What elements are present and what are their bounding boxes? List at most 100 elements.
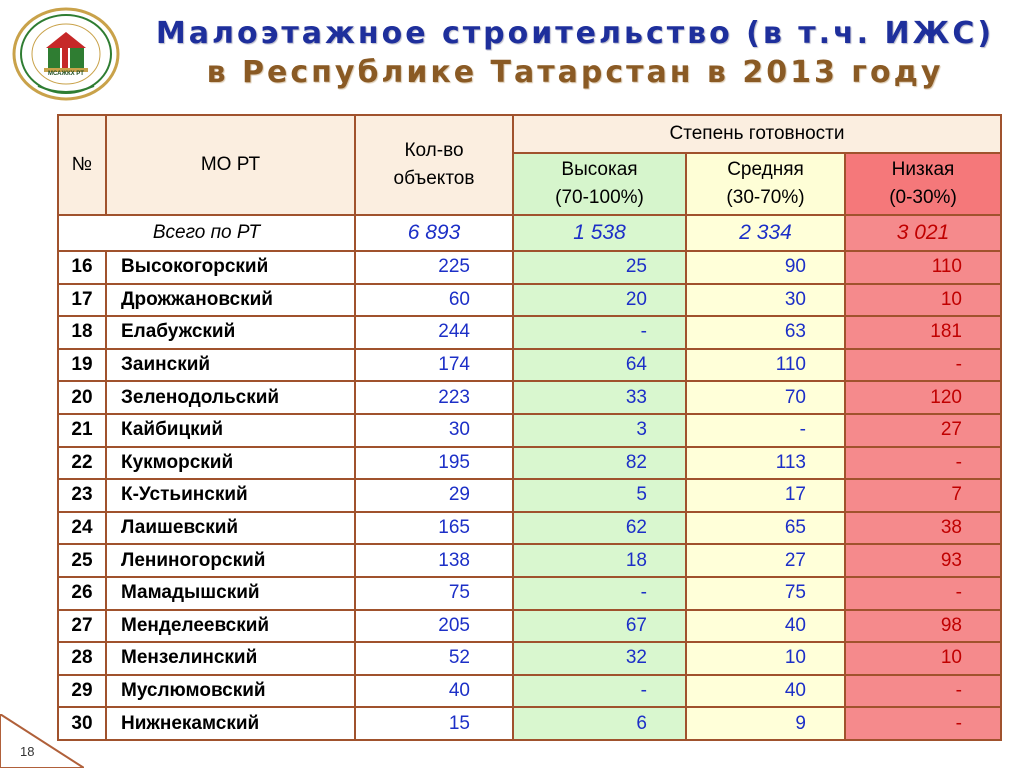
row-municipality: Заинский bbox=[105, 347, 356, 383]
header-number: № bbox=[57, 114, 107, 216]
table-row: 20 Зеленодольский 223 33 70 120 bbox=[57, 380, 1002, 415]
row-low: 27 bbox=[844, 412, 1002, 448]
row-medium: 40 bbox=[685, 608, 846, 644]
row-number: 29 bbox=[57, 673, 107, 709]
construction-table: № МО РТ Кол-во объектов Степень готовнос… bbox=[57, 114, 1002, 741]
slide-number: 18 bbox=[20, 744, 35, 759]
table-row: 27 Менделеевский 205 67 40 98 bbox=[57, 608, 1002, 644]
total-high: 1 538 bbox=[512, 214, 687, 252]
row-number: 17 bbox=[57, 282, 107, 318]
row-number: 18 bbox=[57, 315, 107, 350]
row-municipality: Высокогорский bbox=[105, 250, 356, 285]
title-line-2: в Республике Татарстан в 2013 году bbox=[206, 55, 944, 90]
table-row: 21 Кайбицкий 30 3-27 bbox=[57, 412, 1002, 448]
row-count: 205 bbox=[354, 608, 514, 644]
header-low: Низкая (0-30%) bbox=[844, 152, 1002, 216]
row-medium: 17 bbox=[685, 478, 846, 513]
row-count: 244 bbox=[354, 315, 514, 350]
title-line-1: Малоэтажное строительство (в т.ч. ИЖС) bbox=[155, 16, 995, 51]
row-medium: 113 bbox=[685, 445, 846, 481]
row-low: 120 bbox=[844, 380, 1002, 415]
header-count-label: Кол-во объектов bbox=[393, 140, 475, 189]
row-count: 195 bbox=[354, 445, 514, 481]
row-high: 25 bbox=[512, 250, 687, 285]
row-municipality: Мензелинский bbox=[105, 641, 356, 676]
header-high-label: Высокая bbox=[561, 159, 638, 180]
header-medium-range: (30-70%) bbox=[726, 187, 805, 208]
total-low: 3 021 bbox=[844, 214, 1002, 252]
row-low: 10 bbox=[844, 641, 1002, 676]
row-number: 21 bbox=[57, 412, 107, 448]
row-medium: 27 bbox=[685, 543, 846, 578]
header-high-range: (70-100%) bbox=[555, 187, 644, 208]
row-number: 24 bbox=[57, 510, 107, 546]
row-low: 7 bbox=[844, 478, 1002, 513]
row-high: 82 bbox=[512, 445, 687, 481]
row-number: 26 bbox=[57, 575, 107, 611]
row-number: 20 bbox=[57, 380, 107, 415]
row-high: 67 bbox=[512, 608, 687, 644]
table-row: 29 Муслюмовский 40-40- bbox=[57, 673, 1002, 709]
row-municipality: К-Устьинский bbox=[105, 478, 356, 513]
row-high: 20 bbox=[512, 282, 687, 318]
row-medium: 30 bbox=[685, 282, 846, 318]
header-medium: Средняя (30-70%) bbox=[685, 152, 846, 216]
total-row: Всего по РТ 6 893 1 538 2 334 3 021 bbox=[57, 214, 1002, 252]
table-row: 30 Нижнекамский 15 6 9- bbox=[57, 706, 1002, 741]
row-municipality: Муслюмовский bbox=[105, 673, 356, 709]
row-municipality: Лаишевский bbox=[105, 510, 356, 546]
row-municipality: Нижнекамский bbox=[105, 706, 356, 741]
table-row: 19 Заинский 174 64 110- bbox=[57, 347, 1002, 383]
table-row: 16 Высокогорский 225 25 90 110 bbox=[57, 250, 1002, 285]
row-municipality: Мамадышский bbox=[105, 575, 356, 611]
row-low: 98 bbox=[844, 608, 1002, 644]
row-count: 223 bbox=[354, 380, 514, 415]
row-count: 165 bbox=[354, 510, 514, 546]
row-high: 33 bbox=[512, 380, 687, 415]
row-number: 16 bbox=[57, 250, 107, 285]
ministry-logo: МСАЖКХ РТ bbox=[8, 6, 128, 101]
row-high: 6 bbox=[512, 706, 687, 741]
header-low-label: Низкая bbox=[891, 159, 955, 180]
row-low: - bbox=[844, 445, 1002, 481]
row-low: 110 bbox=[844, 250, 1002, 285]
row-high: - bbox=[512, 575, 687, 611]
row-low: 38 bbox=[844, 510, 1002, 546]
row-low: - bbox=[844, 706, 1002, 741]
row-low: 93 bbox=[844, 543, 1002, 578]
table-row: 18 Елабужский 244-63 181 bbox=[57, 315, 1002, 350]
total-medium: 2 334 bbox=[685, 214, 846, 252]
logo-text: МСАЖКХ РТ bbox=[48, 71, 84, 77]
row-high: 62 bbox=[512, 510, 687, 546]
row-count: 174 bbox=[354, 347, 514, 383]
row-number: 27 bbox=[57, 608, 107, 644]
header-medium-label: Средняя bbox=[727, 159, 804, 180]
row-count: 75 bbox=[354, 575, 514, 611]
header-mo: МО РТ bbox=[105, 114, 356, 216]
slide-title: Малоэтажное строительство (в т.ч. ИЖС) в… bbox=[140, 14, 1010, 92]
header-low-range: (0-30%) bbox=[889, 187, 957, 208]
header-high: Высокая (70-100%) bbox=[512, 152, 687, 216]
table-row: 24 Лаишевский 165 62 65 38 bbox=[57, 510, 1002, 546]
row-number: 22 bbox=[57, 445, 107, 481]
row-count: 52 bbox=[354, 641, 514, 676]
row-number: 25 bbox=[57, 543, 107, 578]
row-high: 64 bbox=[512, 347, 687, 383]
table-row: 25 Лениногорский 138 18 27 93 bbox=[57, 543, 1002, 578]
row-municipality: Зеленодольский bbox=[105, 380, 356, 415]
row-medium: 63 bbox=[685, 315, 846, 350]
row-medium: 10 bbox=[685, 641, 846, 676]
row-number: 30 bbox=[57, 706, 107, 741]
row-medium: 75 bbox=[685, 575, 846, 611]
row-count: 40 bbox=[354, 673, 514, 709]
row-medium: 110 bbox=[685, 347, 846, 383]
row-count: 30 bbox=[354, 412, 514, 448]
row-municipality: Дрожжановский bbox=[105, 282, 356, 318]
row-count: 29 bbox=[354, 478, 514, 513]
row-municipality: Кукморский bbox=[105, 445, 356, 481]
row-medium: 70 bbox=[685, 380, 846, 415]
row-high: 32 bbox=[512, 641, 687, 676]
table-row: 23 К-Устьинский 29 5 17 7 bbox=[57, 478, 1002, 513]
table-row: 22 Кукморский 195 82 113- bbox=[57, 445, 1002, 481]
row-count: 225 bbox=[354, 250, 514, 285]
